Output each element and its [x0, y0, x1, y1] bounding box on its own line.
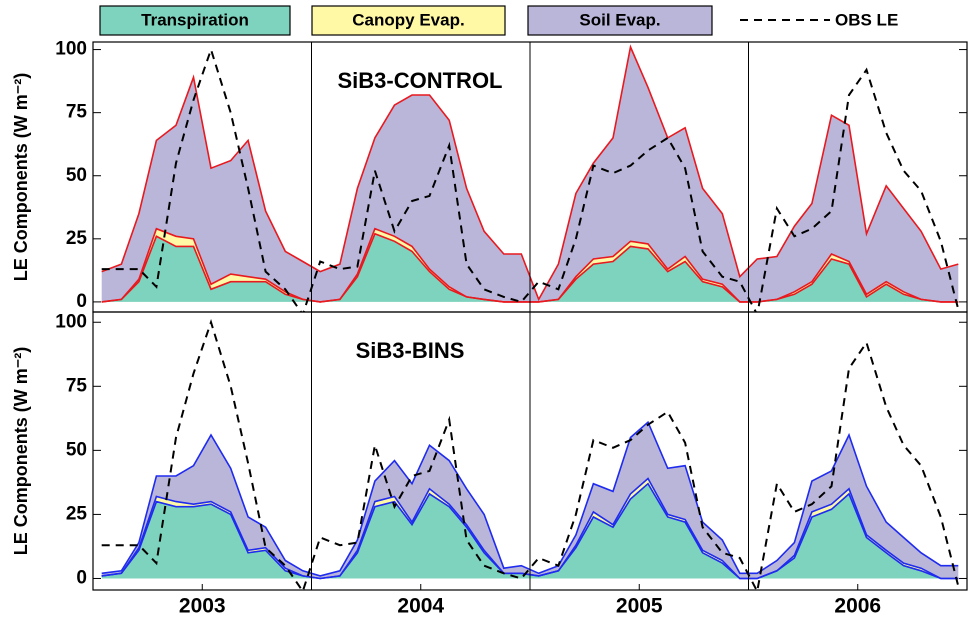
- area: [101, 47, 959, 302]
- y-tick-label: 75: [66, 375, 88, 396]
- legend-label: OBS LE: [835, 10, 898, 29]
- x-tick-label: 2006: [834, 595, 881, 618]
- x-tick-label: 2004: [397, 595, 444, 618]
- area: [101, 233, 959, 302]
- y-axis-label: LE Components (W m⁻²): [11, 73, 31, 281]
- obs-line: [101, 46, 960, 312]
- area: [101, 483, 959, 579]
- overlay: 0 25 50 75 100 SiB3-CONTROL LE Components (W m…: [11, 5, 968, 618]
- y-tick-label: 25: [66, 503, 88, 524]
- legend-label: Soil Evap.: [579, 10, 660, 29]
- legend-swatch: [311, 5, 506, 36]
- y-tick-label: 75: [66, 102, 88, 123]
- y-tick-label: 0: [76, 567, 87, 588]
- y-tick-label: 50: [66, 165, 87, 186]
- y-tick-label: 25: [66, 228, 88, 249]
- x-tick-label: 2003: [179, 595, 226, 618]
- y-axis-label: LE Components (W m⁻²): [11, 347, 31, 555]
- y-tick-label: 50: [66, 439, 87, 460]
- legend-swatch: [527, 5, 713, 36]
- y-tick-label: 100: [55, 39, 87, 60]
- y-tick-label: 100: [55, 311, 87, 332]
- legend-swatch: [99, 5, 291, 36]
- legend-label: Transpiration: [141, 10, 249, 29]
- plot-frame: [92, 311, 968, 591]
- x-tick-label: 2005: [616, 595, 663, 618]
- y-tick-label: 0: [76, 291, 87, 312]
- panel-title: SiB3-BINS: [356, 338, 465, 363]
- legend-label: Canopy Evap.: [352, 10, 464, 29]
- panel-title: SiB3-CONTROL: [338, 68, 503, 93]
